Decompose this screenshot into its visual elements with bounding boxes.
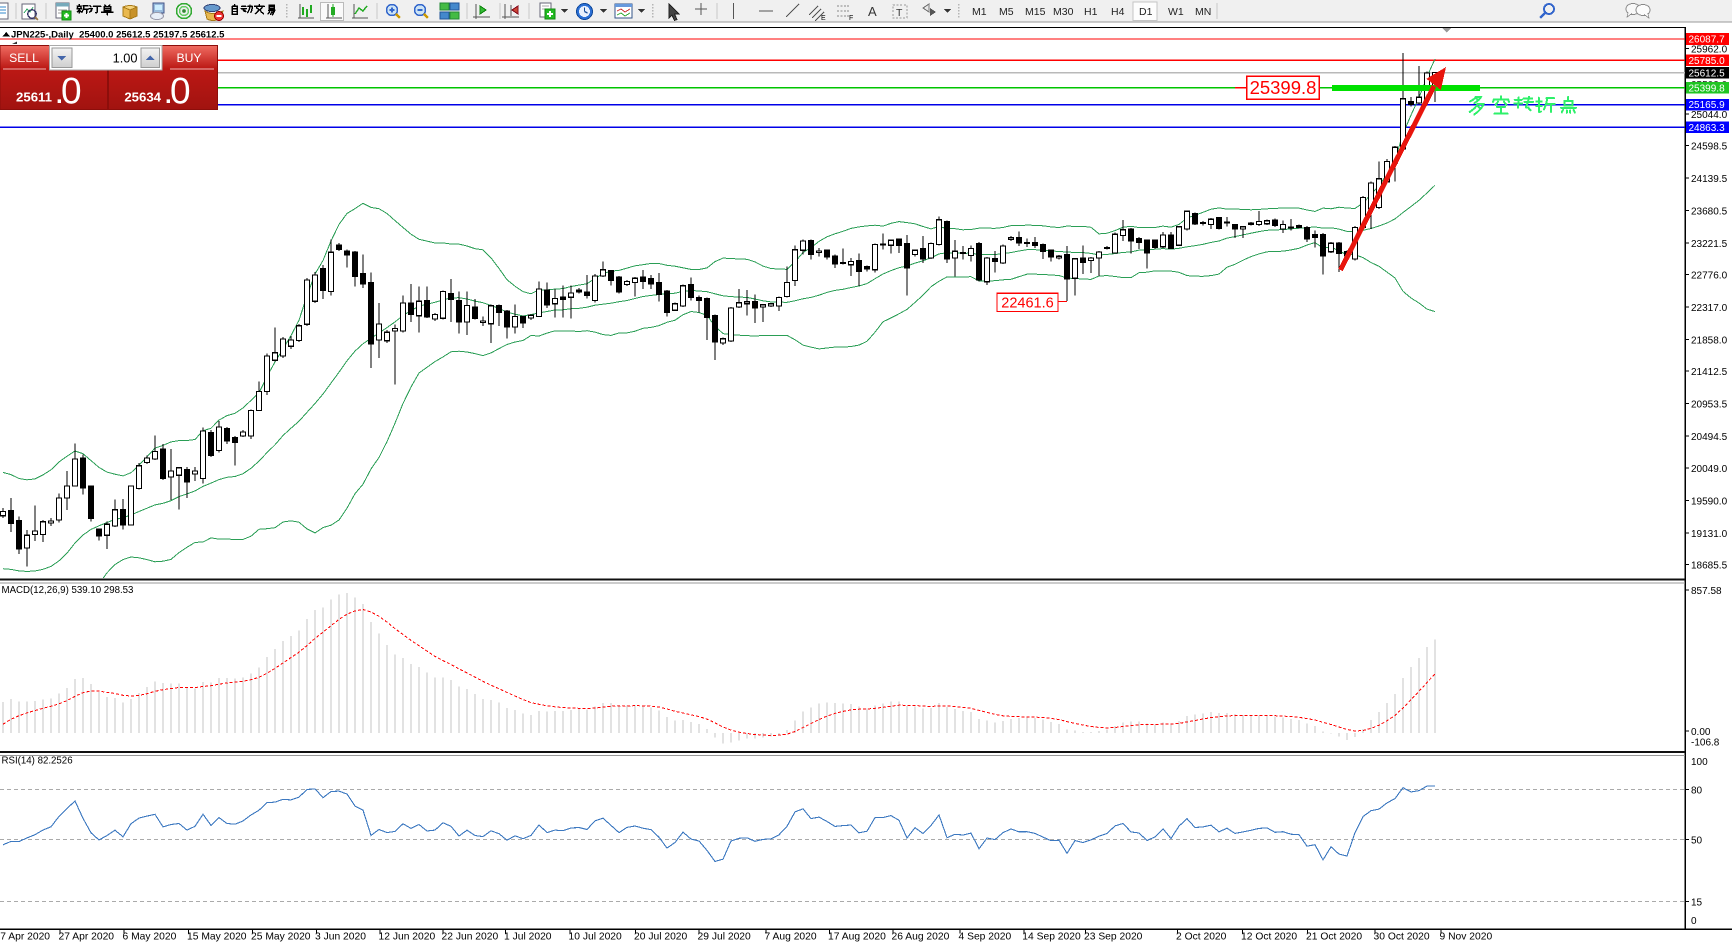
svg-text:26087.7: 26087.7	[1689, 35, 1726, 46]
svg-text:4 Sep 2020: 4 Sep 2020	[959, 932, 1012, 943]
svg-text:17 Apr 2020: 17 Apr 2020	[0, 932, 50, 943]
svg-text:18685.5: 18685.5	[1691, 560, 1728, 571]
svg-text:25165.9: 25165.9	[1689, 100, 1726, 111]
svg-text:22 Jun 2020: 22 Jun 2020	[442, 932, 499, 943]
svg-text:MN: MN	[1195, 6, 1211, 18]
svg-text:BUY: BUY	[176, 51, 201, 65]
svg-text:24598.5: 24598.5	[1691, 141, 1728, 152]
svg-text:80: 80	[1691, 786, 1703, 797]
svg-text:12 Jun 2020: 12 Jun 2020	[379, 932, 436, 943]
svg-text:24863.3: 24863.3	[1689, 123, 1726, 134]
svg-text:D1: D1	[1139, 6, 1153, 18]
svg-text:20494.5: 20494.5	[1691, 432, 1728, 443]
svg-text:25 May 2020: 25 May 2020	[251, 932, 311, 943]
svg-text:22317.0: 22317.0	[1691, 303, 1728, 314]
svg-text:.: .	[165, 82, 172, 109]
svg-text:2 Oct 2020: 2 Oct 2020	[1176, 932, 1227, 943]
svg-text:17 Aug 2020: 17 Aug 2020	[828, 932, 886, 943]
svg-text:26 Aug 2020: 26 Aug 2020	[892, 932, 950, 943]
svg-text:25785.0: 25785.0	[1689, 56, 1726, 67]
svg-text:23680.5: 23680.5	[1691, 206, 1728, 217]
svg-text:H4: H4	[1111, 6, 1125, 18]
svg-text:F: F	[849, 15, 853, 22]
svg-text:21 Oct 2020: 21 Oct 2020	[1306, 932, 1362, 943]
svg-text:1 Jul 2020: 1 Jul 2020	[504, 932, 552, 943]
svg-text:30 Oct 2020: 30 Oct 2020	[1374, 932, 1430, 943]
svg-text:9 Nov 2020: 9 Nov 2020	[1440, 932, 1493, 943]
svg-text:22776.0: 22776.0	[1691, 270, 1728, 281]
svg-text:12 Oct 2020: 12 Oct 2020	[1241, 932, 1297, 943]
svg-text:0: 0	[1691, 916, 1697, 927]
svg-text:25611: 25611	[16, 89, 52, 104]
svg-text:21858.0: 21858.0	[1691, 336, 1728, 347]
svg-text:T: T	[896, 7, 903, 19]
svg-text:29 Jul 2020: 29 Jul 2020	[698, 932, 752, 943]
svg-text:-106.8: -106.8	[1691, 738, 1720, 749]
svg-text:25399.8: 25399.8	[1689, 83, 1726, 94]
svg-text:25962.0: 25962.0	[1691, 45, 1728, 56]
svg-text:E: E	[821, 15, 826, 22]
svg-text:100: 100	[1691, 757, 1708, 768]
svg-text:25634: 25634	[124, 89, 161, 104]
svg-text:25399.8: 25399.8	[1250, 77, 1317, 98]
svg-text:25612.5: 25612.5	[1689, 68, 1726, 79]
svg-text:M15: M15	[1025, 6, 1046, 18]
svg-text:10 Jul 2020: 10 Jul 2020	[569, 932, 623, 943]
svg-text:6 May 2020: 6 May 2020	[123, 932, 177, 943]
svg-text:.: .	[56, 82, 63, 109]
svg-text:24139.5: 24139.5	[1691, 174, 1728, 185]
svg-text:23221.5: 23221.5	[1691, 239, 1728, 250]
svg-text:19590.0: 19590.0	[1691, 496, 1728, 507]
svg-text:23 Sep 2020: 23 Sep 2020	[1084, 932, 1143, 943]
svg-text:M5: M5	[999, 6, 1014, 18]
svg-text:RSI(14) 82.2526: RSI(14) 82.2526	[2, 756, 73, 767]
svg-text:20049.0: 20049.0	[1691, 464, 1728, 475]
svg-text:M30: M30	[1053, 6, 1074, 18]
svg-text:3 Jun 2020: 3 Jun 2020	[315, 932, 366, 943]
svg-text:7 Aug 2020: 7 Aug 2020	[765, 932, 817, 943]
svg-text:SELL: SELL	[9, 51, 39, 65]
svg-text:857.58: 857.58	[1691, 586, 1722, 597]
svg-text:20953.5: 20953.5	[1691, 400, 1728, 411]
svg-text:14 Sep 2020: 14 Sep 2020	[1022, 932, 1081, 943]
svg-text:22461.6: 22461.6	[1001, 296, 1053, 312]
svg-text:50: 50	[1691, 836, 1703, 847]
svg-text:21412.5: 21412.5	[1691, 367, 1728, 378]
svg-text:0.00: 0.00	[1691, 727, 1711, 738]
svg-text:H1: H1	[1084, 6, 1098, 18]
svg-text:27 Apr 2020: 27 Apr 2020	[59, 932, 115, 943]
svg-text:JPN225-,Daily 25400.0 25612.5: JPN225-,Daily 25400.0 25612.5 25197.5 25…	[11, 29, 225, 40]
svg-text:15 May 2020: 15 May 2020	[187, 932, 247, 943]
svg-text:A: A	[868, 4, 877, 19]
svg-text:0: 0	[61, 71, 82, 112]
svg-text:19131.0: 19131.0	[1691, 529, 1728, 540]
svg-text:15: 15	[1691, 897, 1703, 908]
svg-text:M1: M1	[972, 6, 987, 18]
svg-text:0: 0	[170, 71, 191, 112]
svg-text:25502.0: 25502.0	[1691, 80, 1728, 91]
svg-text:1.00: 1.00	[113, 50, 138, 65]
svg-text:W1: W1	[1168, 6, 1184, 18]
svg-text:25044.0: 25044.0	[1691, 110, 1728, 121]
svg-text:MACD(12,26,9) 539.10 298.53: MACD(12,26,9) 539.10 298.53	[2, 585, 134, 596]
svg-text:20 Jul 2020: 20 Jul 2020	[634, 932, 688, 943]
